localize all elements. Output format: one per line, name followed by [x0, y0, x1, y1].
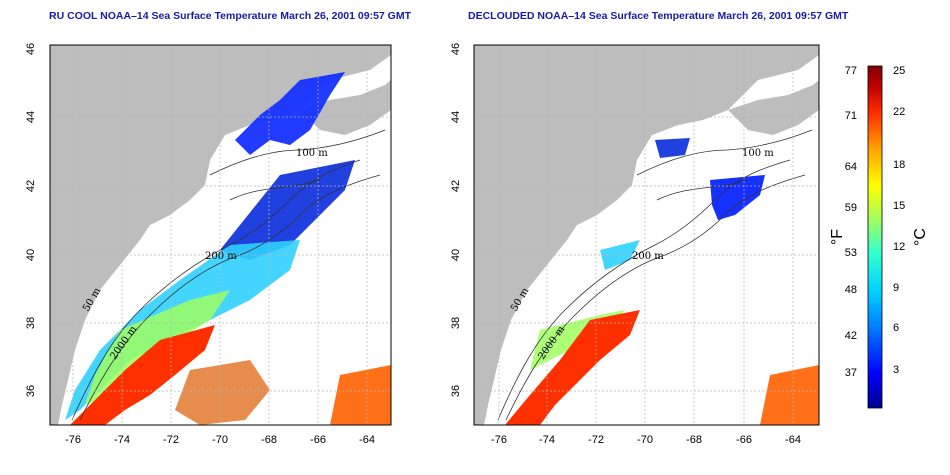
lon-tick: -76 — [491, 434, 507, 446]
lat-tick: 42 — [25, 180, 37, 192]
lon-tick: -76 — [65, 434, 81, 446]
contour-label-200m: 200 m — [205, 251, 237, 262]
lat-tick: 46 — [450, 43, 462, 55]
c-tick: 3 — [893, 364, 899, 376]
left-map-panel: 100 m 200 m 50 m 2000 m -76 -74 -72 -70 … — [25, 43, 392, 446]
c-tick: 22 — [893, 106, 905, 118]
c-tick: 25 — [893, 65, 905, 77]
lat-tick: 44 — [25, 111, 37, 123]
right-lon-ticks: -76 -74 -72 -70 -68 -66 -64 — [491, 434, 801, 446]
sst-warm-band — [505, 310, 640, 425]
sst-cold-small — [655, 138, 690, 158]
f-tick: 64 — [845, 161, 857, 173]
right-lat-ticks: 36 38 40 42 44 46 — [450, 43, 462, 397]
c-tick: 6 — [893, 322, 899, 334]
left-lon-ticks: -76 -74 -72 -70 -68 -66 -64 — [65, 434, 375, 446]
lon-tick: -74 — [114, 434, 130, 446]
lon-tick: -68 — [261, 434, 277, 446]
land-mass — [474, 45, 819, 425]
f-tick: 37 — [845, 367, 857, 379]
right-panel-title: DECLOUDED NOAA–14 Sea Surface Temperatur… — [468, 10, 849, 22]
left-lat-ticks: 36 38 40 42 44 46 — [25, 43, 37, 397]
lon-tick: -72 — [163, 434, 179, 446]
lon-tick: -64 — [785, 434, 801, 446]
lat-tick: 44 — [450, 111, 462, 123]
lon-tick: -64 — [359, 434, 375, 446]
c-tick: 18 — [893, 159, 905, 171]
f-tick: 53 — [845, 247, 857, 259]
lat-tick: 36 — [450, 385, 462, 397]
lat-tick: 40 — [25, 249, 37, 261]
grid-lines — [474, 45, 819, 425]
lat-tick: 38 — [25, 317, 37, 329]
lon-tick: -68 — [686, 434, 702, 446]
c-tick: 15 — [893, 200, 905, 212]
land-mass — [50, 45, 391, 425]
nova-scotia — [300, 80, 391, 135]
colorbar: 77 71 64 59 53 48 42 37 25 22 18 15 12 9… — [829, 65, 929, 409]
lat-tick: 42 — [450, 180, 462, 192]
f-tick: 48 — [845, 284, 857, 296]
colorbar-gradient — [867, 65, 883, 409]
lon-tick: -66 — [736, 434, 752, 446]
c-tick: 9 — [893, 282, 899, 294]
sst-warm-band — [70, 325, 215, 425]
colorbar-c-label: °C — [912, 228, 929, 246]
lat-tick: 46 — [25, 43, 37, 55]
lon-tick: -66 — [310, 434, 326, 446]
lon-tick: -74 — [539, 434, 555, 446]
f-tick: 42 — [845, 330, 857, 342]
nova-scotia — [728, 80, 819, 135]
lat-tick: 36 — [25, 385, 37, 397]
contour-label-100m: 100 m — [742, 148, 774, 159]
f-tick: 59 — [845, 202, 857, 214]
contour-label-100m: 100 m — [296, 148, 328, 159]
sst-cold-band — [235, 72, 345, 155]
sst-warm-patches — [330, 365, 391, 425]
colorbar-f-label: °F — [829, 229, 846, 245]
f-tick: 71 — [845, 110, 857, 122]
colorbar-f-ticks: 77 71 64 59 53 48 42 37 — [845, 65, 857, 379]
lon-tick: -70 — [637, 434, 653, 446]
sst-orange-patches — [175, 360, 270, 425]
sst-warm-patches — [760, 365, 819, 425]
contour-label-200m: 200 m — [632, 251, 664, 262]
right-map-panel: 100 m 200 m 50 m 2000 m -76 -74 -72 -70 … — [450, 43, 820, 446]
colorbar-c-ticks: 25 22 18 15 12 9 6 3 — [893, 65, 905, 376]
left-panel-title: RU COOL NOAA–14 Sea Surface Temperature … — [49, 10, 412, 22]
f-tick: 77 — [845, 65, 857, 77]
lat-tick: 40 — [450, 249, 462, 261]
sst-cold-band-2 — [220, 160, 355, 260]
lon-tick: -70 — [212, 434, 228, 446]
grid-lines — [50, 45, 391, 425]
c-tick: 12 — [893, 241, 905, 253]
lat-tick: 38 — [450, 317, 462, 329]
lon-tick: -72 — [588, 434, 604, 446]
